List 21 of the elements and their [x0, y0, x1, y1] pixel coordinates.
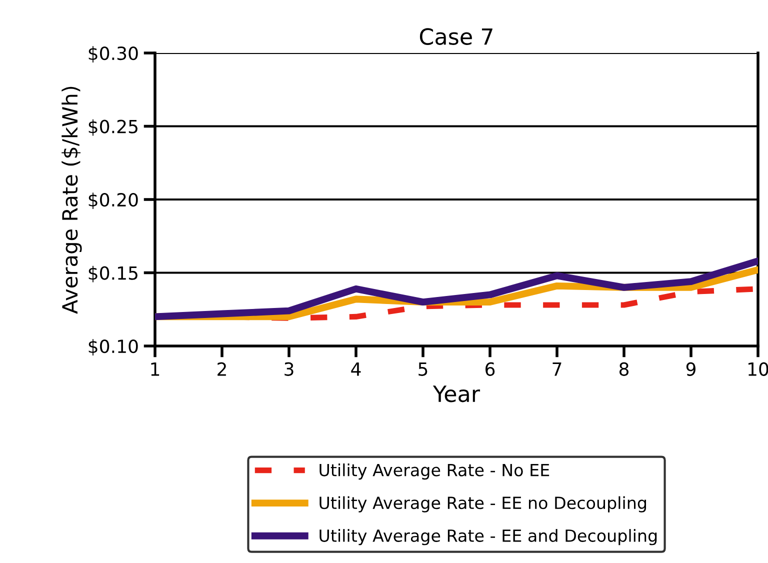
y-tick-label: $0.20: [88, 192, 138, 210]
x-tick-label: 8: [619, 362, 629, 376]
x-tick-label: 10: [748, 362, 768, 376]
y-axis-title: Average Rate ($/kWh): [62, 86, 82, 314]
legend-label: Utility Average Rate - EE no Decoupling: [320, 496, 646, 512]
y-tick-label: $0.30: [88, 46, 138, 63]
x-tick-label: 1: [151, 362, 160, 376]
x-tick-label: 6: [486, 362, 495, 376]
x-tick-label: 4: [351, 362, 361, 376]
y-tick-label: $0.10: [88, 339, 138, 356]
x-axis-title: Year: [432, 386, 480, 402]
legend-label: Utility Average Rate - EE and Decoupling: [320, 529, 657, 546]
chart-title: Case 7: [420, 28, 492, 45]
legend-label: Utility Average Rate - No EE: [320, 463, 550, 480]
x-tick-label: 9: [686, 362, 696, 376]
x-tick-label: 7: [552, 362, 562, 376]
y-tick-label: $0.25: [88, 119, 138, 136]
y-tick-label: $0.15: [88, 266, 138, 282]
x-tick-label: 2: [218, 362, 226, 376]
x-tick-label: 5: [418, 362, 428, 376]
x-tick-label: 3: [284, 362, 294, 376]
